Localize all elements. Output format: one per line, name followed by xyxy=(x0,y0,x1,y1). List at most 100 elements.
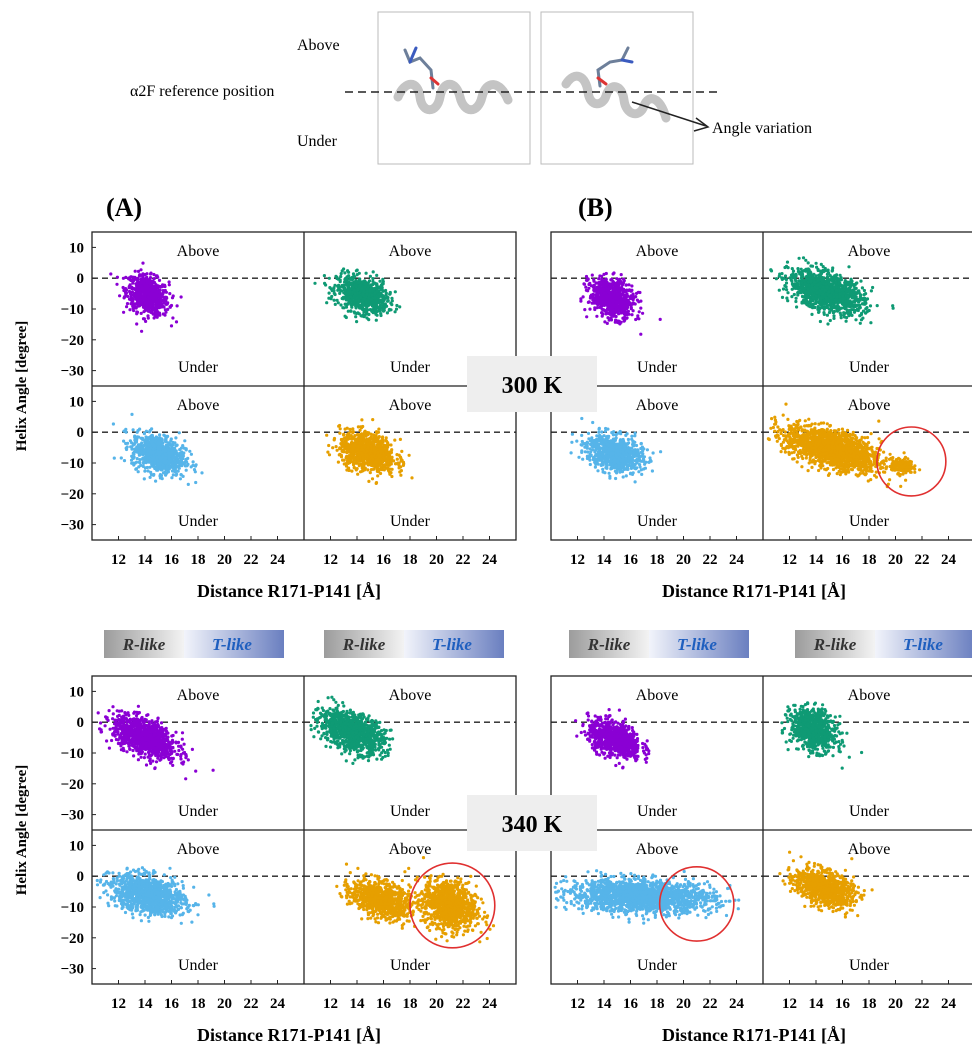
scatter-point xyxy=(144,458,149,462)
scatter-point xyxy=(797,279,801,283)
scatter-point xyxy=(350,277,354,282)
y-tick-label: 0 xyxy=(77,425,85,441)
scatter-point xyxy=(170,296,175,300)
scatter-point xyxy=(133,434,137,438)
scatter-point xyxy=(796,267,800,271)
scatter-point xyxy=(830,282,834,286)
scatter-point xyxy=(158,476,162,480)
scatter-point xyxy=(616,278,621,282)
scatter-point xyxy=(376,444,381,448)
scatter-point xyxy=(337,283,341,287)
scatter-point xyxy=(146,316,150,320)
scatter-point xyxy=(121,276,125,280)
scatter-point xyxy=(869,289,874,293)
scatter-point xyxy=(188,449,192,453)
scatter-point xyxy=(658,317,662,321)
scatter-point xyxy=(119,456,123,460)
scatter-point xyxy=(844,319,848,323)
scatter-point xyxy=(166,307,170,311)
scatter-point xyxy=(146,469,150,473)
scatter-point xyxy=(871,285,875,290)
scatter-point xyxy=(862,288,867,293)
scatter-point xyxy=(612,283,616,287)
scatter-point xyxy=(140,437,145,441)
scatter-point xyxy=(858,321,862,325)
scatter-point xyxy=(822,311,826,315)
scatter-point xyxy=(355,320,359,324)
scatter-point xyxy=(135,276,140,281)
scatter-point xyxy=(384,438,388,442)
scatter-point xyxy=(618,322,622,326)
scatter-point xyxy=(164,461,168,465)
scatter-point xyxy=(398,470,402,474)
scatter-point xyxy=(168,442,172,446)
scatter-point xyxy=(136,429,140,433)
scatter-point xyxy=(387,463,391,467)
scatter-point xyxy=(150,308,154,312)
scatter-point xyxy=(369,298,374,302)
scatter-point xyxy=(864,292,868,296)
scatter-point xyxy=(161,312,165,316)
region-label-under: Under xyxy=(390,513,431,530)
scatter-point xyxy=(143,469,147,473)
scatter-point xyxy=(143,443,147,447)
scatter-point xyxy=(861,316,865,320)
scatter-point xyxy=(850,279,854,283)
scatter-point xyxy=(163,456,168,460)
scatter-point xyxy=(327,443,331,448)
scatter-point xyxy=(170,463,174,467)
scatter-point xyxy=(379,312,383,316)
scatter-point xyxy=(339,274,343,279)
scatter-point xyxy=(175,455,179,459)
scatter-point xyxy=(826,322,830,326)
x-tick-label: 24 xyxy=(270,552,286,568)
scatter-point xyxy=(337,453,341,457)
scatter-point xyxy=(842,311,846,315)
scatter-point xyxy=(637,300,641,304)
scatter-point xyxy=(179,462,183,466)
scatter-point xyxy=(133,449,137,453)
scatter-point xyxy=(177,466,181,470)
x-tick-label: 16 xyxy=(164,552,180,568)
sidechain-tilted-icon xyxy=(596,46,634,88)
scatter-point xyxy=(385,447,389,451)
scatter-point xyxy=(146,453,150,457)
scatter-point xyxy=(313,281,317,285)
scatter-point xyxy=(847,265,851,269)
scatter-point xyxy=(152,287,156,291)
scatter-point xyxy=(186,482,190,486)
scatter-point xyxy=(382,456,386,460)
scatter-point xyxy=(626,300,631,304)
scatter-point xyxy=(634,317,638,322)
scatter-point xyxy=(799,276,803,280)
scatter-point xyxy=(402,462,406,466)
scatter-point xyxy=(175,304,179,308)
scatter-point xyxy=(360,300,365,304)
scatter-point xyxy=(864,298,868,302)
scatter-point xyxy=(341,437,345,441)
scatter-point xyxy=(622,300,626,304)
scatter-point xyxy=(151,279,155,283)
scatter-point xyxy=(160,437,164,441)
scatter-point xyxy=(855,303,860,307)
scatter-point xyxy=(599,305,603,309)
scatter-point xyxy=(155,290,159,294)
scatter-point xyxy=(804,258,808,262)
scatter-point xyxy=(343,302,348,306)
scatter-point xyxy=(147,430,151,434)
scatter-point xyxy=(127,284,131,289)
helix-box-reference xyxy=(377,11,531,165)
angle-variation-label: Angle variation xyxy=(712,120,812,137)
scatter-point xyxy=(143,294,147,299)
scatter-point xyxy=(352,302,356,306)
scatter-point xyxy=(341,458,345,462)
scatter-point xyxy=(343,427,347,431)
scatter-point xyxy=(161,295,165,299)
scatter-point xyxy=(839,313,843,317)
scatter-point xyxy=(182,446,186,450)
scatter-point xyxy=(812,280,817,284)
scatter-point xyxy=(331,446,335,450)
scatter-point xyxy=(343,291,347,295)
scatter-point xyxy=(355,296,359,300)
scatter-point xyxy=(167,467,171,471)
